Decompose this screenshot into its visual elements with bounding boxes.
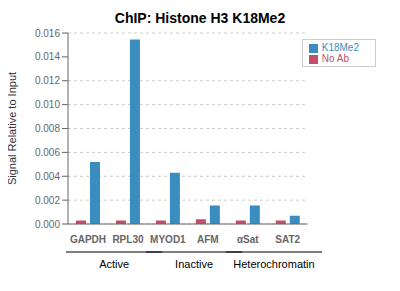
svg-text:0.014: 0.014 bbox=[35, 51, 60, 62]
svg-text:GAPDH: GAPDH bbox=[70, 234, 106, 245]
svg-text:Signal Relative to Input: Signal Relative to Input bbox=[8, 72, 18, 185]
svg-text:0.000: 0.000 bbox=[35, 219, 60, 230]
svg-text:0.002: 0.002 bbox=[35, 195, 60, 206]
svg-text:0.006: 0.006 bbox=[35, 147, 60, 158]
svg-text:0.012: 0.012 bbox=[35, 75, 60, 86]
svg-text:MYOD1: MYOD1 bbox=[150, 234, 186, 245]
svg-text:0.004: 0.004 bbox=[35, 171, 60, 182]
svg-text:Active: Active bbox=[99, 258, 129, 270]
svg-text:0.008: 0.008 bbox=[35, 123, 60, 134]
svg-text:AFM: AFM bbox=[197, 234, 219, 245]
html-text:K18Me2: K18Me2 bbox=[321, 42, 359, 53]
html-text:ChIP: Histone H3 K18Me2: ChIP: Histone H3 K18Me2 bbox=[114, 10, 286, 26]
svg-text:SAT2: SAT2 bbox=[275, 234, 300, 245]
html-text:No Ab: No Ab bbox=[321, 53, 349, 64]
svg-text:RPL30: RPL30 bbox=[112, 234, 144, 245]
svg-text:Inactive: Inactive bbox=[175, 258, 213, 270]
svg-text:αSat: αSat bbox=[237, 234, 259, 245]
svg-text:0.016: 0.016 bbox=[35, 28, 60, 39]
svg-text:0.010: 0.010 bbox=[35, 99, 60, 110]
svg-text:Heterochromatin: Heterochromatin bbox=[233, 258, 314, 270]
